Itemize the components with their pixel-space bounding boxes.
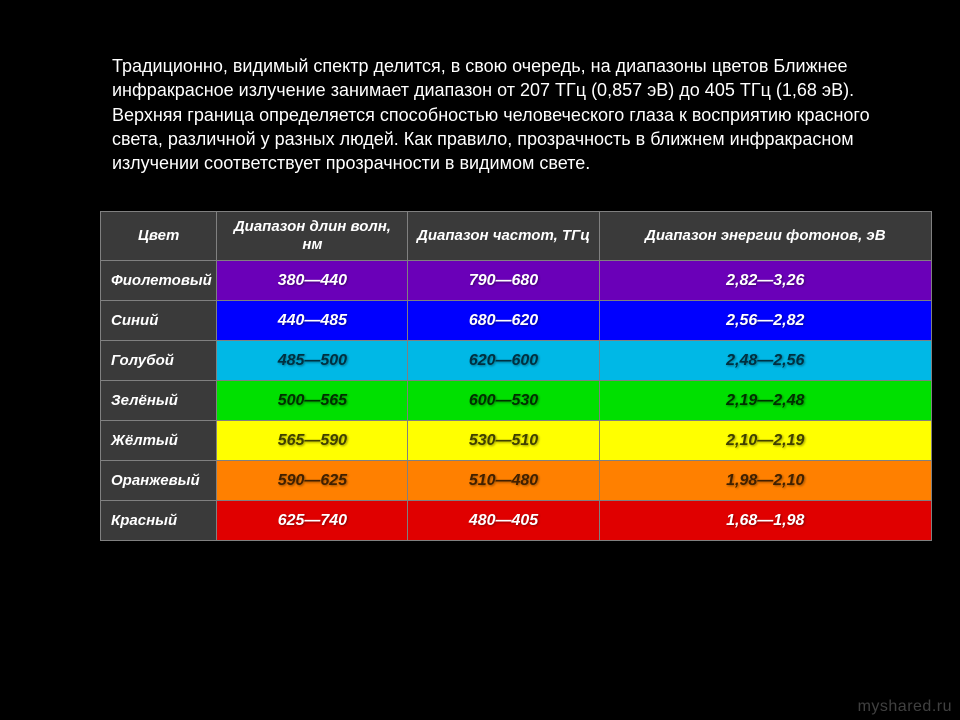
wavelength-cell: 625—740 bbox=[217, 501, 408, 541]
color-name-cell: Синий bbox=[101, 301, 217, 341]
frequency-cell: 510—480 bbox=[408, 461, 599, 501]
spectrum-table-wrap: Цвет Диапазон длин волн, нм Диапазон час… bbox=[0, 175, 960, 541]
color-name-cell: Фиолетовый bbox=[101, 261, 217, 301]
energy-cell: 2,10—2,19 bbox=[599, 421, 931, 461]
header-frequency: Диапазон частот, ТГц bbox=[408, 212, 599, 261]
energy-cell: 2,56—2,82 bbox=[599, 301, 931, 341]
energy-cell: 1,98—2,10 bbox=[599, 461, 931, 501]
table-row: Фиолетовый380—440790—6802,82—3,26 bbox=[101, 261, 932, 301]
frequency-cell: 790—680 bbox=[408, 261, 599, 301]
spectrum-table: Цвет Диапазон длин волн, нм Диапазон час… bbox=[100, 211, 932, 541]
color-name-cell: Голубой bbox=[101, 341, 217, 381]
intro-text: Традиционно, видимый спектр делится, в с… bbox=[112, 56, 870, 173]
color-name-cell: Жёлтый bbox=[101, 421, 217, 461]
energy-cell: 2,19—2,48 bbox=[599, 381, 931, 421]
wavelength-cell: 440—485 bbox=[217, 301, 408, 341]
intro-paragraph: Традиционно, видимый спектр делится, в с… bbox=[0, 0, 960, 175]
color-name-cell: Зелёный bbox=[101, 381, 217, 421]
color-name-cell: Красный bbox=[101, 501, 217, 541]
table-row: Жёлтый565—590530—5102,10—2,19 bbox=[101, 421, 932, 461]
energy-cell: 2,48—2,56 bbox=[599, 341, 931, 381]
table-row: Голубой485—500620—6002,48—2,56 bbox=[101, 341, 932, 381]
table-row: Оранжевый590—625510—4801,98—2,10 bbox=[101, 461, 932, 501]
table-header-row: Цвет Диапазон длин волн, нм Диапазон час… bbox=[101, 212, 932, 261]
header-energy: Диапазон энергии фотонов, эВ bbox=[599, 212, 931, 261]
energy-cell: 1,68—1,98 bbox=[599, 501, 931, 541]
table-row: Красный625—740480—4051,68—1,98 bbox=[101, 501, 932, 541]
frequency-cell: 680—620 bbox=[408, 301, 599, 341]
header-color: Цвет bbox=[101, 212, 217, 261]
energy-cell: 2,82—3,26 bbox=[599, 261, 931, 301]
wavelength-cell: 590—625 bbox=[217, 461, 408, 501]
color-name-cell: Оранжевый bbox=[101, 461, 217, 501]
frequency-cell: 620—600 bbox=[408, 341, 599, 381]
table-row: Зелёный500—565600—5302,19—2,48 bbox=[101, 381, 932, 421]
watermark: myshared.ru bbox=[858, 698, 952, 716]
wavelength-cell: 500—565 bbox=[217, 381, 408, 421]
wavelength-cell: 380—440 bbox=[217, 261, 408, 301]
spectrum-table-body: Фиолетовый380—440790—6802,82—3,26Синий44… bbox=[101, 261, 932, 541]
wavelength-cell: 565—590 bbox=[217, 421, 408, 461]
wavelength-cell: 485—500 bbox=[217, 341, 408, 381]
frequency-cell: 480—405 bbox=[408, 501, 599, 541]
header-wavelength: Диапазон длин волн, нм bbox=[217, 212, 408, 261]
frequency-cell: 530—510 bbox=[408, 421, 599, 461]
frequency-cell: 600—530 bbox=[408, 381, 599, 421]
table-row: Синий440—485680—6202,56—2,82 bbox=[101, 301, 932, 341]
